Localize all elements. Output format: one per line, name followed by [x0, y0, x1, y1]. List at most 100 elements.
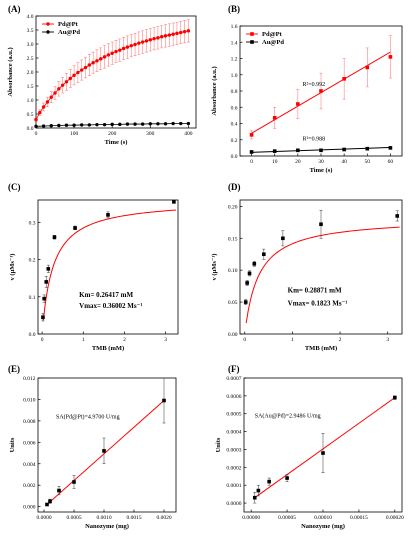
- data-point: [60, 83, 65, 87]
- data-point: [249, 133, 254, 137]
- data-point: [125, 122, 130, 126]
- y-tick-label: 0.010: [23, 397, 36, 403]
- data-point: [87, 63, 92, 67]
- series-0: [45, 377, 166, 507]
- data-point: [45, 502, 49, 507]
- y-tick-label: 0.0003: [226, 447, 241, 453]
- data-point: [34, 124, 38, 129]
- data-point: [41, 315, 45, 320]
- x-tick-label: 0: [243, 337, 246, 343]
- data-point: [41, 124, 46, 128]
- data-point: [388, 55, 393, 59]
- data-point: [140, 40, 145, 44]
- data-point: [83, 65, 88, 70]
- legend-label: Pd@Pt: [262, 31, 283, 38]
- data-point: [163, 122, 168, 126]
- y-tick-label: 0.2: [231, 138, 238, 144]
- data-point: [156, 36, 160, 40]
- data-point: [395, 214, 400, 218]
- fit-line: [254, 397, 396, 499]
- y-axis-label: Absorbance (a.u.): [7, 47, 14, 96]
- data-point: [365, 65, 370, 70]
- data-point: [68, 76, 72, 81]
- legend-marker: [46, 30, 50, 34]
- y-tick-label: 0.002: [23, 483, 36, 489]
- x-tick-label: 0: [250, 159, 253, 165]
- data-point: [57, 488, 61, 493]
- x-tick-label: 2: [123, 337, 126, 343]
- x-tick-label: 60: [388, 159, 394, 165]
- data-point: [256, 488, 261, 493]
- data-point: [342, 147, 346, 152]
- plot-frame: [37, 199, 179, 335]
- y-tick-label: 1.4: [231, 40, 238, 46]
- data-point: [52, 235, 57, 240]
- y-tick-label: 0.15: [228, 236, 238, 242]
- legend-marker: [250, 40, 254, 44]
- data-point: [252, 495, 257, 500]
- x-tick-label: 20: [295, 159, 301, 165]
- y-axis-label: v (μMs⁻¹): [9, 254, 16, 281]
- series-0: [34, 19, 191, 122]
- data-point: [393, 395, 397, 400]
- panel-label: (A): [8, 4, 21, 14]
- chart-panel-f: (F) 0.00000 0.00005 0.00010 0.00015 0.00020 0.…: [215, 364, 404, 530]
- x-axis-label: TMB (mM): [305, 345, 337, 352]
- y-tick-label: 1.6: [231, 24, 238, 30]
- x-tick-label: 1: [291, 337, 294, 343]
- data-point: [129, 43, 133, 48]
- y-tick-label: 0.3: [29, 220, 36, 226]
- y-tick-label: 0.2: [29, 258, 36, 264]
- legend-label: Au@Pd: [262, 39, 284, 46]
- annotation: Vmax= 0.1823 Ms⁻¹: [288, 299, 348, 307]
- data-point: [148, 122, 152, 126]
- x-axis-label: Time (s): [105, 139, 128, 146]
- y-tick-label: 0.0000: [226, 501, 241, 507]
- y-tick-label: 0.0: [27, 126, 34, 132]
- y-tick-label: 1.2: [231, 57, 238, 63]
- panel-label: (E): [8, 364, 20, 374]
- fit-curve: [42, 209, 176, 321]
- y-tick-label: 0.05: [228, 300, 238, 306]
- annotation: Km= 0.28871 mM: [288, 287, 342, 295]
- legend-label: Pd@Pt: [58, 21, 79, 28]
- data-point: [118, 122, 122, 127]
- data-point: [171, 32, 175, 36]
- fit-curve: [245, 226, 400, 324]
- data-point: [34, 117, 38, 122]
- y-tick-label: 0.8: [231, 89, 238, 95]
- x-tick-label: 2: [339, 337, 342, 343]
- data-point: [272, 149, 277, 153]
- x-tick-label: 40: [341, 159, 347, 165]
- data-point: [262, 252, 266, 257]
- series-1: [249, 146, 393, 154]
- y-tick-label: 0.20: [228, 204, 238, 210]
- data-point: [144, 39, 149, 43]
- y-tick-label: 0.5: [27, 112, 34, 118]
- y-tick-label: 0.0: [29, 332, 36, 338]
- series-0: [243, 209, 400, 305]
- data-point: [319, 222, 323, 227]
- x-tick-label: 0.00015: [350, 515, 368, 521]
- chart-panel-c: (C) 0 1 2 3 0.0 0.1 0.2 0.3 TMB (mM) v (μMs⁻¹) Km= …: [8, 182, 179, 352]
- data-point: [388, 146, 393, 150]
- data-point: [53, 91, 57, 95]
- chart-panel-b: (B) 0 10 20 30 40 50 60 0.0 0.2 0.4 0.6 0.8 1.0 1.2 1.4…: [211, 4, 403, 174]
- y-tick-label: 0.0006: [226, 394, 241, 400]
- data-point: [45, 100, 50, 104]
- y-tick-label: 0.0007: [226, 376, 241, 382]
- x-tick-label: 10: [272, 159, 278, 165]
- x-axis-label: Nanozyme (mg): [301, 523, 345, 530]
- plot-frame: [37, 377, 177, 513]
- data-point: [106, 53, 111, 57]
- y-axis-label: Absorbance (a.u.): [211, 66, 218, 115]
- x-tick-label: 0.0010: [96, 515, 111, 521]
- y-tick-label: 1.0: [27, 98, 34, 104]
- legend-label: Au@Pd: [58, 29, 80, 36]
- y-axis-label: Units: [9, 437, 16, 452]
- annotation: Vmax= 0.36002 Ms⁻¹: [79, 302, 142, 310]
- data-point: [133, 122, 137, 126]
- x-tick-label: 30: [318, 159, 324, 165]
- data-point: [267, 479, 271, 484]
